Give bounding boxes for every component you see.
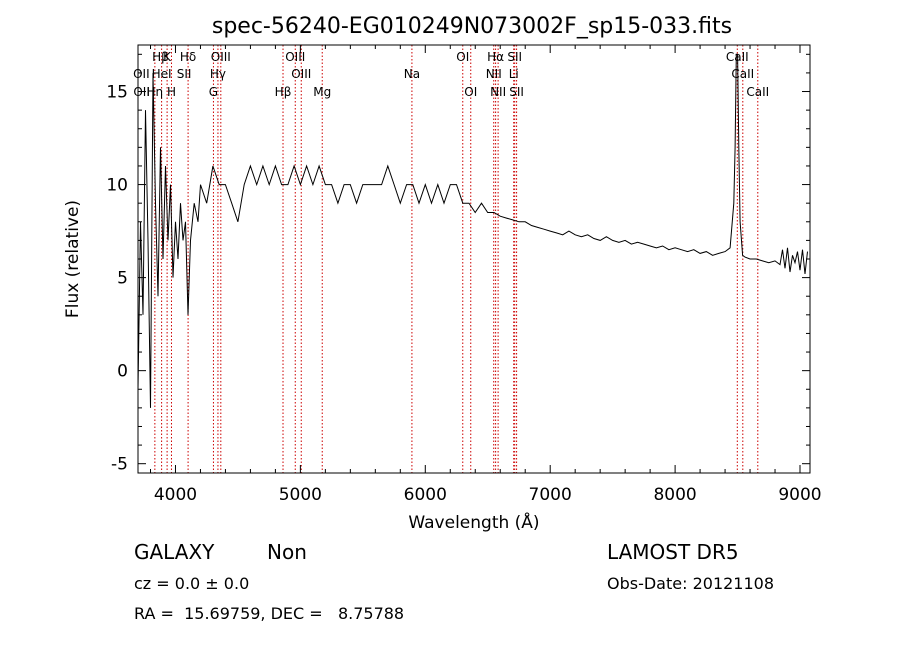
marker-label: Hβ <box>152 50 169 64</box>
marker-label: OI <box>456 50 469 64</box>
marker-label: OIII <box>211 50 231 64</box>
marker-label: Na <box>404 67 420 81</box>
x-tick-label: 9000 <box>778 485 821 505</box>
x-tick-label: 4000 <box>154 485 197 505</box>
marker-label: Hη <box>147 85 164 99</box>
marker-label: NII <box>486 67 502 81</box>
marker-label: SII <box>507 50 522 64</box>
marker-label: SII <box>177 67 192 81</box>
plot-frame <box>137 44 811 474</box>
survey-name: LAMOST DR5 <box>607 540 739 564</box>
observation-date: Obs-Date: 20121108 <box>607 574 775 593</box>
marker-label: CaII <box>746 85 769 99</box>
marker-label: OI <box>464 85 477 99</box>
marker-label: K <box>163 50 172 64</box>
flux-line <box>137 53 808 408</box>
y-axis-label: Flux (relative) <box>63 200 83 318</box>
y-tick-label: 10 <box>106 176 128 196</box>
spectral-line-markers <box>154 45 759 473</box>
marker-label: NII <box>490 85 506 99</box>
marker-label: Hα <box>487 50 504 64</box>
y-tick-label: 15 <box>106 83 128 103</box>
x-axis-label: Wavelength (Å) <box>408 511 539 533</box>
redshift-cz: cz = 0.0 ± 0.0 <box>134 574 250 593</box>
y-tick-label: -5 <box>111 455 128 475</box>
marker-label: SII <box>509 85 524 99</box>
y-axis-ticks: -5 0 5 10 15 <box>106 53 810 475</box>
marker-label: H <box>167 85 176 99</box>
marker-label: OIII <box>285 50 305 64</box>
object-class: GALAXY <box>134 540 215 564</box>
chart-title: spec-56240-EG010249N073002F_sp15-033.fit… <box>212 14 732 39</box>
object-subclass: Non <box>267 540 307 564</box>
marker-label: Hβ <box>275 85 292 99</box>
marker-label: HeI <box>152 67 172 81</box>
x-axis-ticks: 4000 5000 6000 7000 8000 9000 <box>149 45 822 505</box>
marker-label: CaII <box>731 67 754 81</box>
y-tick-label: 5 <box>117 269 128 289</box>
flux-series <box>137 53 808 408</box>
marker-label: Hγ <box>210 67 226 81</box>
marker-label: OIII <box>291 67 311 81</box>
x-tick-label: 7000 <box>529 485 572 505</box>
x-tick-label: 5000 <box>279 485 322 505</box>
marker-label: Li <box>509 67 519 81</box>
marker-label: G <box>209 85 218 99</box>
x-tick-label: 6000 <box>404 485 447 505</box>
marker-label: Mg <box>313 85 331 99</box>
coordinates: RA = 15.69759, DEC = 8.75788 <box>134 604 405 623</box>
y-tick-label: 0 <box>117 362 128 382</box>
x-tick-label: 8000 <box>653 485 696 505</box>
marker-label: Hδ <box>180 50 196 64</box>
marker-label: OII <box>133 67 150 81</box>
